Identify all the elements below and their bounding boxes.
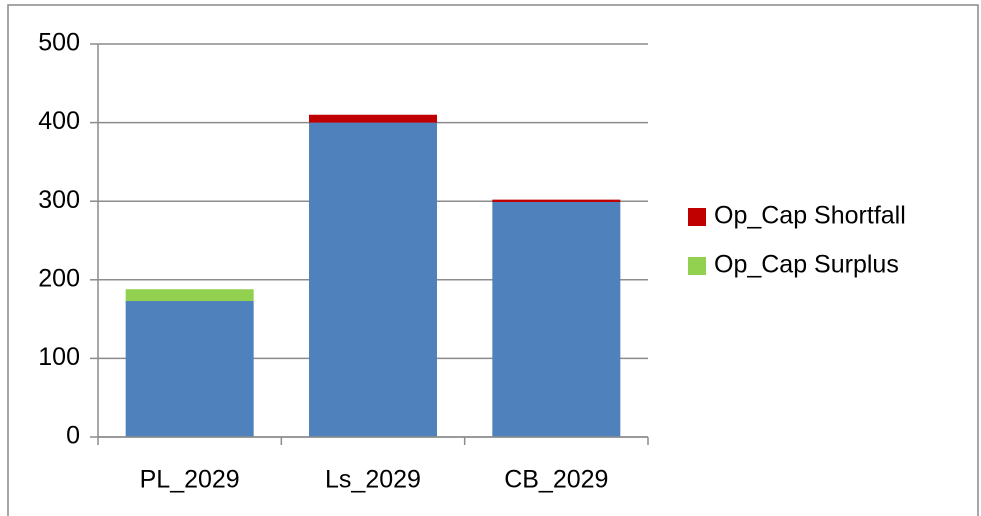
y-tick-label: 400 <box>38 107 80 135</box>
y-tick-label: 200 <box>38 264 80 292</box>
x-tick-label: Ls_2029 <box>325 466 421 494</box>
legend-swatch <box>688 208 706 226</box>
bar-segment <box>309 122 437 437</box>
legend-label: Op_Cap Surplus <box>714 251 899 279</box>
bar-segment <box>492 201 621 437</box>
legend-label: Op_Cap Shortfall <box>714 202 906 230</box>
x-tick-label: PL_2029 <box>140 466 240 494</box>
chart-frame <box>7 4 979 516</box>
y-tick-label: 0 <box>66 422 80 450</box>
bar-segment <box>125 289 254 302</box>
x-tick-label: CB_2029 <box>504 466 608 494</box>
bar-segment <box>125 301 254 437</box>
bar-segment <box>309 114 437 123</box>
y-tick-label: 300 <box>38 186 80 214</box>
bar-segment <box>492 199 621 202</box>
y-tick-label: 500 <box>38 29 80 57</box>
legend-swatch <box>688 257 706 275</box>
y-tick-label: 100 <box>38 343 80 371</box>
